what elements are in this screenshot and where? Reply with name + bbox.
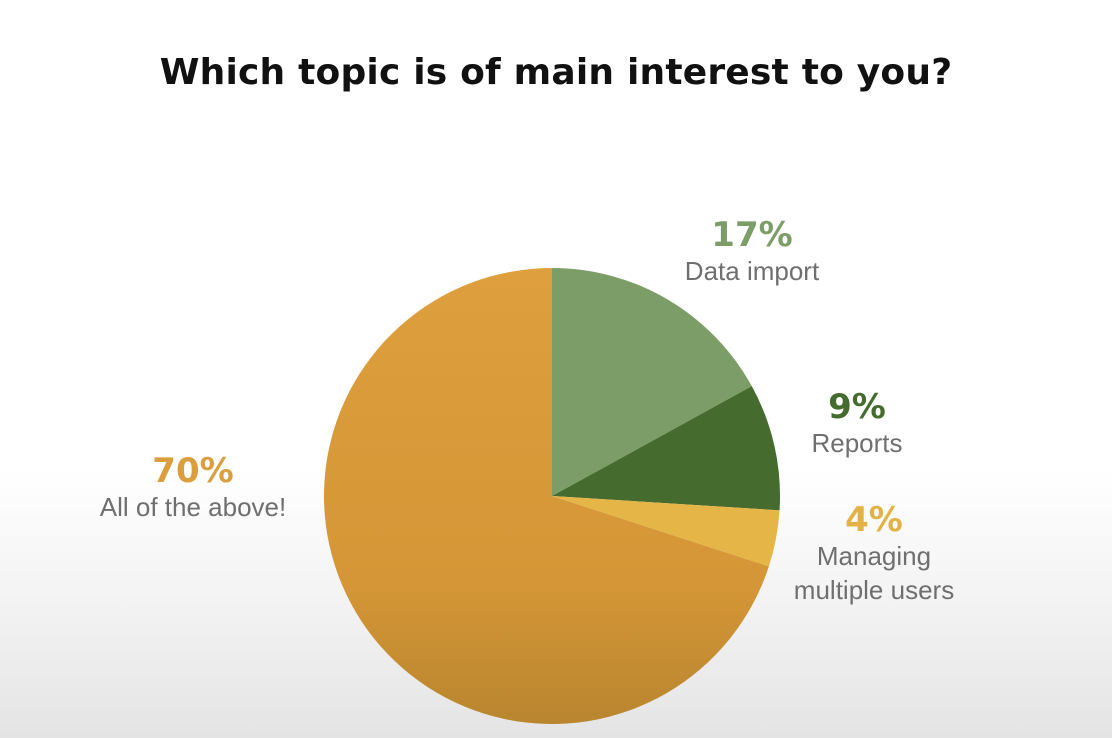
pie-slice-data-import <box>552 268 752 496</box>
slice-percent-reports: 9% <box>828 387 886 427</box>
slice-label-data-import: Data import <box>685 256 820 286</box>
slice-percent-managing-multiple-users: 4% <box>845 500 903 540</box>
slice-label-managing-multiple-users-line-2: multiple users <box>794 575 954 605</box>
pie-slices <box>324 268 781 724</box>
slice-label-managing-multiple-users-line-1: Managing <box>817 541 931 571</box>
slice-label-reports: Reports <box>811 428 902 458</box>
chart-title: Which topic is of main interest to you? <box>159 52 953 93</box>
pie-slice-managing-multiple-users <box>552 496 780 567</box>
pie-labels: 17%Data import 9%Reports 4%Managing multipl… <box>100 215 954 605</box>
slice-percent-data-import: 17% <box>711 215 792 255</box>
pie-slice-reports <box>552 386 781 511</box>
slice-percent-all-of-the-above: 70% <box>152 451 233 491</box>
slice-label-all-of-the-above: All of the above! <box>100 492 286 522</box>
pie-slice-all-of-the-above <box>324 268 769 724</box>
